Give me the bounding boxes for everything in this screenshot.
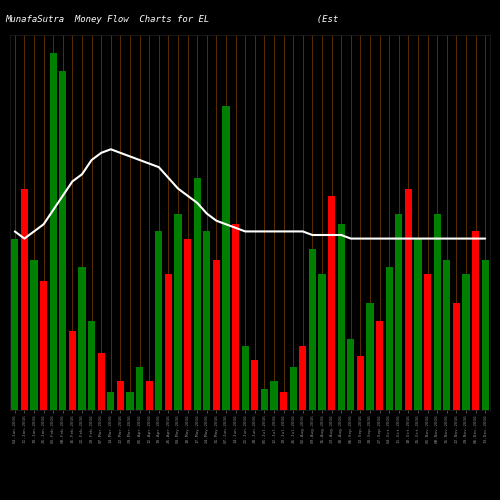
Bar [299,346,306,410]
Bar [270,382,278,410]
Bar [453,303,460,410]
Bar [107,392,114,410]
Bar [462,274,469,410]
Bar [59,70,66,410]
Bar [434,214,441,410]
Bar [232,224,239,410]
Bar [318,274,326,410]
Bar [78,267,86,410]
Bar [280,392,287,410]
Bar [357,356,364,410]
Bar [338,224,345,410]
Bar [165,274,172,410]
Bar [194,178,201,410]
Bar [184,238,191,410]
Bar [117,382,124,410]
Bar [30,260,38,410]
Bar [98,353,105,410]
Bar [347,338,354,410]
Bar [328,196,335,410]
Bar [50,53,57,410]
Bar [213,260,220,410]
Bar [405,188,412,410]
Bar [290,367,297,410]
Bar [424,274,431,410]
Bar [155,232,162,410]
Bar [146,382,153,410]
Bar [395,214,402,410]
Bar [242,346,249,410]
Bar [443,260,450,410]
Bar [40,282,47,410]
Bar [376,320,383,410]
Bar [136,367,143,410]
Bar [414,238,422,410]
Bar [222,106,230,410]
Bar [386,267,393,410]
Bar [69,332,76,410]
Text: MunafaSutra  Money Flow  Charts for EL                    (Est                  : MunafaSutra Money Flow Charts for EL (Es… [5,15,500,24]
Bar [482,260,489,410]
Bar [174,214,182,410]
Bar [472,232,479,410]
Bar [309,250,316,410]
Bar [203,232,210,410]
Bar [126,392,134,410]
Bar [251,360,258,410]
Bar [88,320,95,410]
Bar [261,388,268,410]
Bar [366,303,374,410]
Bar [21,188,28,410]
Bar [11,238,18,410]
